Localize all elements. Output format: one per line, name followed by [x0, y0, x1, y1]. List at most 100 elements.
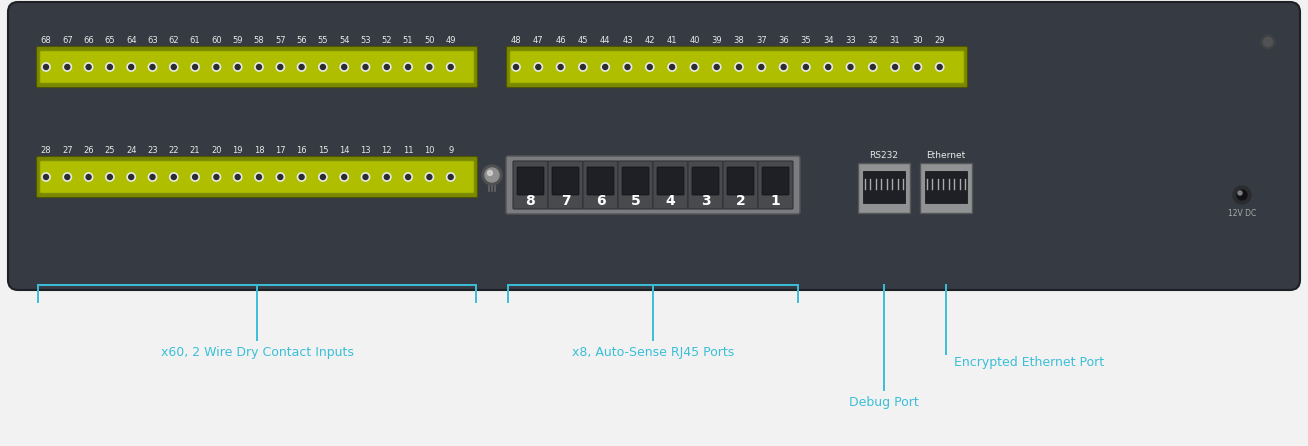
- Text: 17: 17: [275, 146, 285, 155]
- Circle shape: [300, 174, 303, 179]
- Text: Encrypted Ethernet Port: Encrypted Ethernet Port: [954, 356, 1104, 369]
- Text: 39: 39: [712, 36, 722, 45]
- FancyBboxPatch shape: [583, 161, 617, 209]
- Circle shape: [385, 65, 390, 70]
- Text: 54: 54: [339, 36, 349, 45]
- Text: 1: 1: [770, 194, 781, 208]
- Circle shape: [624, 63, 632, 71]
- Circle shape: [603, 65, 608, 70]
- FancyBboxPatch shape: [617, 161, 653, 209]
- Circle shape: [646, 63, 654, 71]
- Circle shape: [426, 65, 432, 70]
- Circle shape: [385, 174, 390, 179]
- FancyBboxPatch shape: [727, 167, 753, 195]
- Circle shape: [485, 168, 498, 182]
- Text: 2: 2: [735, 194, 746, 208]
- Circle shape: [514, 65, 518, 70]
- Circle shape: [43, 65, 48, 70]
- Circle shape: [735, 63, 743, 71]
- Circle shape: [65, 174, 69, 179]
- Text: 55: 55: [318, 36, 328, 45]
- FancyBboxPatch shape: [37, 157, 477, 198]
- Text: 10: 10: [424, 146, 434, 155]
- Circle shape: [85, 173, 93, 181]
- Text: 5: 5: [630, 194, 641, 208]
- Circle shape: [383, 63, 391, 71]
- FancyBboxPatch shape: [506, 156, 800, 214]
- FancyBboxPatch shape: [763, 167, 789, 195]
- Text: 51: 51: [403, 36, 413, 45]
- Text: 65: 65: [105, 36, 115, 45]
- FancyBboxPatch shape: [623, 167, 649, 195]
- Text: 50: 50: [424, 36, 434, 45]
- Text: 12: 12: [382, 146, 392, 155]
- Text: x8, Auto-Sense RJ45 Ports: x8, Auto-Sense RJ45 Ports: [572, 346, 734, 359]
- Circle shape: [361, 63, 370, 71]
- Circle shape: [212, 173, 221, 181]
- Circle shape: [1233, 186, 1250, 204]
- Circle shape: [127, 63, 136, 71]
- Circle shape: [171, 65, 177, 70]
- Circle shape: [446, 173, 455, 181]
- Circle shape: [404, 63, 412, 71]
- Text: 45: 45: [578, 36, 589, 45]
- Circle shape: [148, 173, 157, 181]
- Circle shape: [276, 173, 285, 181]
- Circle shape: [759, 65, 764, 70]
- Circle shape: [128, 174, 133, 179]
- Text: 64: 64: [126, 36, 136, 45]
- Circle shape: [341, 174, 347, 179]
- Circle shape: [277, 65, 283, 70]
- Text: 43: 43: [623, 36, 633, 45]
- Text: 58: 58: [254, 36, 264, 45]
- Circle shape: [405, 65, 411, 70]
- Circle shape: [171, 174, 177, 179]
- Text: 57: 57: [275, 36, 285, 45]
- Circle shape: [1237, 190, 1247, 200]
- Circle shape: [297, 173, 306, 181]
- FancyBboxPatch shape: [759, 161, 793, 209]
- Text: Debug Port: Debug Port: [849, 396, 920, 409]
- Circle shape: [340, 63, 348, 71]
- Circle shape: [846, 63, 854, 71]
- Text: 27: 27: [61, 146, 73, 155]
- Circle shape: [361, 173, 370, 181]
- Text: 4: 4: [666, 194, 675, 208]
- Circle shape: [320, 65, 326, 70]
- Circle shape: [256, 65, 262, 70]
- Circle shape: [319, 63, 327, 71]
- Circle shape: [892, 65, 897, 70]
- Text: 29: 29: [934, 36, 944, 45]
- Circle shape: [405, 174, 411, 179]
- Text: 28: 28: [41, 146, 51, 155]
- Circle shape: [128, 65, 133, 70]
- Text: 12V DC: 12V DC: [1228, 209, 1256, 218]
- FancyBboxPatch shape: [513, 161, 548, 209]
- Bar: [925, 171, 967, 203]
- Circle shape: [404, 173, 412, 181]
- Circle shape: [824, 63, 832, 71]
- Text: 21: 21: [190, 146, 200, 155]
- Circle shape: [86, 174, 92, 179]
- Text: 30: 30: [912, 36, 922, 45]
- Text: 63: 63: [146, 36, 158, 45]
- Circle shape: [803, 65, 808, 70]
- Text: 32: 32: [867, 36, 878, 45]
- FancyBboxPatch shape: [41, 161, 473, 193]
- Circle shape: [215, 65, 218, 70]
- Text: 61: 61: [190, 36, 200, 45]
- Text: 8: 8: [526, 194, 535, 208]
- Circle shape: [277, 174, 283, 179]
- Circle shape: [534, 63, 543, 71]
- Text: RS232: RS232: [870, 151, 899, 160]
- Circle shape: [536, 65, 540, 70]
- Circle shape: [714, 65, 719, 70]
- Circle shape: [559, 65, 564, 70]
- Circle shape: [449, 174, 453, 179]
- Text: 48: 48: [510, 36, 522, 45]
- Circle shape: [578, 63, 587, 71]
- Circle shape: [192, 65, 198, 70]
- Text: 33: 33: [845, 36, 855, 45]
- Text: 11: 11: [403, 146, 413, 155]
- Circle shape: [581, 65, 586, 70]
